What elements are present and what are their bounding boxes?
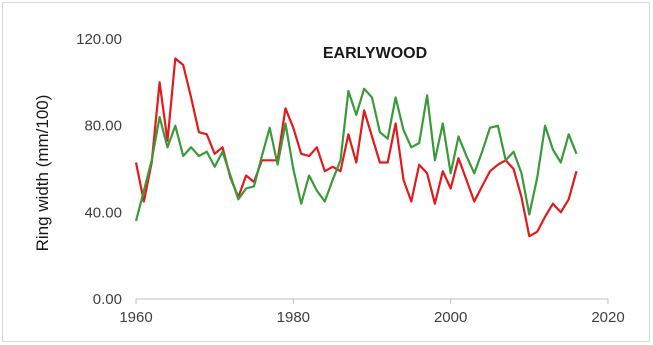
y-tick-label: 0.00	[93, 291, 122, 308]
line-chart: EARLYWOOD Ring width (mm/100) 0.00 40.00 8…	[33, 31, 625, 326]
x-axis: 1960 1980 2000 2020	[119, 298, 625, 326]
series-line-1	[134, 57, 578, 238]
x-tick-label: 1960	[119, 309, 152, 326]
chart-area: EARLYWOOD Ring width (mm/100) 0.00 40.00 8…	[2, 2, 650, 342]
chart-title: EARLYWOOD	[323, 45, 427, 62]
y-tick-label: 40.00	[84, 204, 122, 221]
y-axis-label: Ring width (mm/100)	[33, 95, 52, 252]
series-line-2	[134, 87, 578, 222]
y-axis: 0.00 40.00 80.00 120.00	[76, 31, 122, 308]
x-tick-label: 1980	[277, 309, 310, 326]
y-tick-label: 80.00	[84, 118, 122, 135]
x-tick-label: 2020	[591, 309, 624, 326]
plot-area	[134, 57, 578, 238]
y-tick-label: 120.00	[76, 31, 122, 48]
x-tick-label: 2000	[434, 309, 467, 326]
